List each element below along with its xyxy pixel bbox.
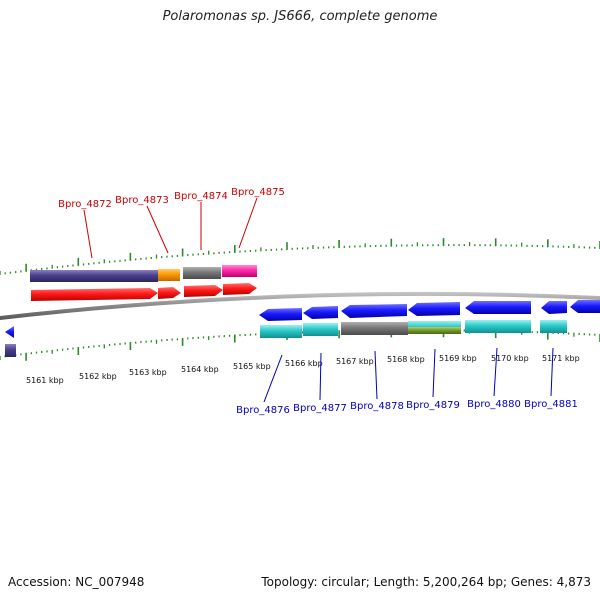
genome-backbone	[0, 291, 600, 320]
cds-arrow-bpro-4878[interactable]	[341, 304, 407, 318]
leader-line-bpro-4872	[83, 209, 93, 259]
leader-line-bpro-4875	[238, 197, 258, 249]
gene-block-bpro-4880[interactable]	[465, 320, 531, 333]
gene-label-bpro-4877[interactable]: Bpro_4877	[293, 403, 347, 414]
gene-block-bpro-4879-olive[interactable]	[408, 327, 461, 334]
scale-label-5161: 5161 kbp	[26, 376, 64, 385]
gene-block-bpro-4872[interactable]	[30, 270, 158, 282]
gene-label-bpro-4876[interactable]: Bpro_4876	[236, 405, 290, 416]
bottom-leader-lines	[263, 347, 554, 403]
cds-arrow-bpro-4876[interactable]	[259, 308, 302, 321]
gene-block-bpro-4875[interactable]	[222, 265, 257, 277]
gene-block-bpro-4878[interactable]	[341, 322, 408, 335]
scale-label-5163: 5163 kbp	[129, 368, 167, 377]
bottom-strand-features	[5, 300, 600, 357]
cds-arrow-bpro-4877[interactable]	[303, 306, 338, 319]
leader-line-bpro-4879	[432, 348, 436, 398]
gene-label-bpro-4878[interactable]: Bpro_4878	[350, 401, 404, 412]
leader-line-bpro-4878	[374, 350, 378, 400]
gene-label-bpro-4879[interactable]: Bpro_4879	[406, 400, 460, 411]
scale-label-5170: 5170 kbp	[491, 354, 529, 363]
bottom-gene-labels: Bpro_4876 Bpro_4877 Bpro_4878 Bpro_4879 …	[236, 399, 578, 416]
gene-label-bpro-4875[interactable]: Bpro_4875	[231, 187, 285, 198]
scale-label-5166: 5166 kbp	[285, 359, 323, 368]
cds-arrow-bpro-4872[interactable]	[31, 288, 158, 301]
cds-arrow-bpro-4879[interactable]	[408, 302, 460, 316]
scale-label-5171: 5171 kbp	[542, 354, 580, 363]
top-strand-features	[30, 265, 257, 301]
leader-line-bpro-4877	[319, 352, 322, 401]
scale-label-5162: 5162 kbp	[79, 372, 117, 381]
cds-arrow-bpro-4873[interactable]	[158, 287, 181, 299]
scale-labels: 5161 kbp 5162 kbp 5163 kbp 5164 kbp 5165…	[26, 354, 580, 385]
cds-arrow-bpro-4880[interactable]	[465, 301, 531, 314]
scale-label-5164: 5164 kbp	[181, 365, 219, 374]
leader-line-bpro-4873	[146, 205, 169, 254]
top-leader-lines	[83, 197, 258, 259]
gene-block-bpro-4881[interactable]	[540, 320, 567, 333]
gene-label-bpro-4881[interactable]: Bpro_4881	[524, 399, 578, 410]
tick-row-top	[0, 238, 600, 275]
cds-arrow-bpro-4875[interactable]	[223, 283, 257, 295]
gene-label-bpro-4872[interactable]: Bpro_4872	[58, 199, 112, 210]
gene-label-bpro-4873[interactable]: Bpro_4873	[115, 195, 169, 206]
cds-arrow-next-right[interactable]	[570, 300, 600, 313]
leader-line-bpro-4876	[263, 354, 283, 403]
scale-label-5168: 5168 kbp	[387, 355, 425, 364]
accession-label: Accession: NC_007948	[8, 575, 145, 589]
scale-label-5169: 5169 kbp	[439, 354, 477, 363]
gene-block-bpro-4877[interactable]	[303, 323, 338, 336]
leader-line-bpro-4881	[550, 347, 554, 397]
genome-summary: Topology: circular; Length: 5,200,264 bp…	[261, 575, 591, 589]
cds-arrow-bpro-4881[interactable]	[541, 301, 567, 314]
gene-label-bpro-4874[interactable]: Bpro_4874	[174, 191, 228, 202]
scale-label-5167: 5167 kbp	[336, 357, 374, 366]
leader-line-bpro-4880	[493, 347, 498, 397]
scale-label-5165: 5165 kbp	[233, 362, 271, 371]
map-title: Polaromonas sp. JS666, complete genome	[162, 9, 438, 24]
cds-arrow-partial-left[interactable]	[5, 326, 14, 338]
gene-label-bpro-4880[interactable]: Bpro_4880	[467, 399, 521, 410]
gene-block-bpro-4876[interactable]	[260, 325, 302, 338]
gene-block-partial-left[interactable]	[5, 344, 16, 357]
cds-arrow-bpro-4874[interactable]	[184, 285, 223, 297]
gene-block-bpro-4874[interactable]	[183, 267, 221, 279]
top-gene-labels: Bpro_4872 Bpro_4873 Bpro_4874 Bpro_4875	[58, 187, 285, 210]
gene-block-bpro-4873[interactable]	[158, 269, 180, 281]
